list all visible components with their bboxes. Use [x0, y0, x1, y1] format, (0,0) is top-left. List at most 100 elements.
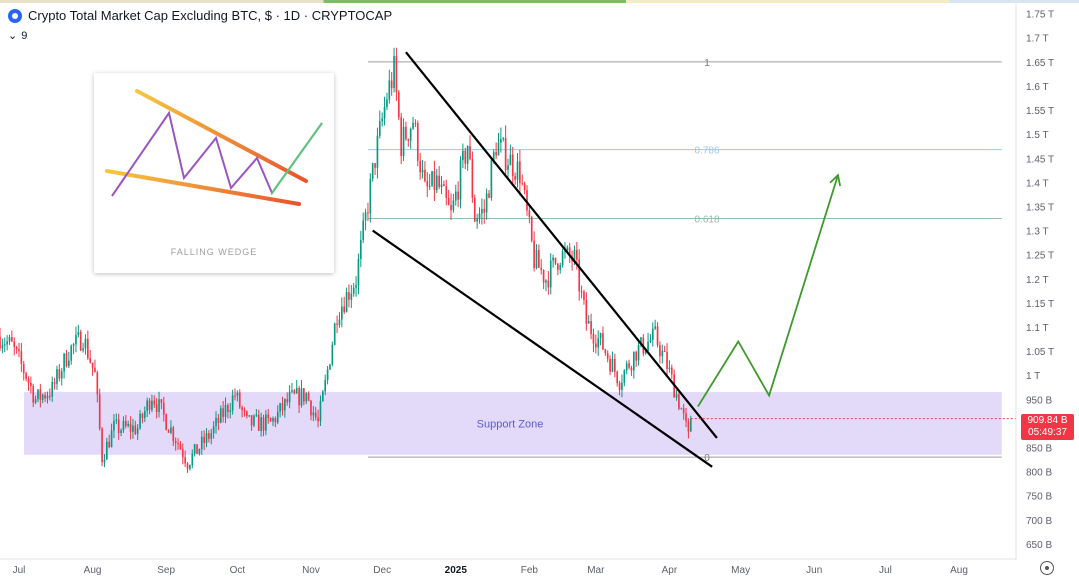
candle-body [390, 80, 393, 89]
candle-body [438, 175, 440, 187]
candle-body [179, 444, 182, 450]
chart-header: Crypto Total Market Cap Excluding BTC, $… [8, 8, 392, 48]
candle-body [153, 400, 156, 405]
candle-body [210, 433, 213, 439]
candle-body [37, 389, 39, 400]
candle-body [533, 240, 535, 269]
candle-body [68, 360, 70, 367]
candle-body [595, 343, 597, 348]
candle-body [630, 367, 633, 371]
candle-body [132, 425, 134, 432]
candle-body [165, 414, 167, 430]
candle-body [279, 403, 281, 412]
candle-body [305, 393, 308, 402]
candle-body [49, 395, 51, 397]
candle-body [632, 351, 635, 371]
candle-body [557, 263, 559, 270]
settings-gear-icon[interactable] [1040, 561, 1054, 575]
candle-body [310, 400, 312, 416]
candle-body [566, 247, 569, 251]
candle-body [609, 358, 611, 372]
candle-body [98, 394, 101, 429]
candle-body [127, 423, 130, 426]
candle-body [651, 328, 654, 340]
candle-body [492, 152, 495, 161]
candle-body [284, 399, 286, 411]
candle-body [682, 408, 685, 414]
candle-body [110, 430, 113, 448]
candle-body [1, 345, 4, 349]
indicators-count: 9 [21, 29, 28, 42]
candle-body [167, 429, 170, 433]
candle-body [547, 280, 550, 288]
price-tick-label: 650 B [1026, 540, 1052, 551]
candle-body [445, 185, 448, 198]
candle-body [79, 332, 82, 351]
candle-body [535, 250, 538, 269]
price-tick-label: 1.05 T [1026, 347, 1054, 358]
candle-body [338, 319, 341, 325]
fib-level-label-1: 0.786 [694, 146, 719, 157]
candle-body [654, 326, 657, 329]
candle-body [53, 382, 56, 384]
candle-body [298, 387, 300, 406]
candle-body [530, 216, 533, 241]
chevron-down-icon: ⌄ [8, 30, 18, 42]
candle-body [611, 358, 614, 372]
candle-body [91, 362, 94, 368]
candle-body [257, 414, 260, 431]
candle-body [637, 345, 640, 361]
candle-body [160, 399, 163, 403]
indicators-toggle[interactable]: ⌄ 9 [8, 29, 392, 43]
candle-body [18, 348, 20, 352]
price-tick-label: 1.5 T [1026, 130, 1049, 141]
candle-body [134, 425, 137, 435]
candle-body [606, 353, 609, 359]
candle-body [94, 367, 96, 373]
symbol-title-row[interactable]: Crypto Total Market Cap Excluding BTC, $… [8, 8, 392, 23]
candle-body [578, 259, 581, 292]
support-zone-label: Support Zone [477, 418, 544, 430]
candle-body [115, 419, 118, 421]
candle-body [680, 408, 683, 410]
candle-body [454, 191, 457, 201]
candle-body [177, 443, 179, 445]
candle-body [172, 427, 175, 441]
candle-body [378, 121, 381, 136]
candle-body [77, 332, 80, 335]
candle-body [597, 338, 600, 348]
candle-body [599, 333, 602, 339]
time-tick-label: Jul [13, 565, 26, 576]
candle-body [141, 413, 144, 419]
bar-countdown: 05:49:37 [1028, 427, 1067, 438]
candle-body [333, 323, 336, 345]
candle-body [236, 392, 239, 396]
candle-body [196, 444, 198, 454]
candle-body [549, 260, 552, 288]
candle-body [635, 351, 638, 361]
candle-body [136, 428, 139, 435]
time-tick-label: Jun [806, 565, 822, 576]
candle-body [416, 123, 419, 161]
candle-body [217, 417, 220, 423]
candle-body [293, 390, 296, 394]
candle-body [27, 378, 30, 383]
time-tick-label: Oct [230, 565, 246, 576]
candle-body [590, 321, 592, 334]
candle-body [602, 333, 604, 350]
candle-body [58, 369, 61, 379]
candle-body [51, 382, 54, 397]
candle-body [552, 257, 554, 261]
time-tick-label: Nov [302, 565, 320, 576]
candle-body [20, 351, 23, 364]
candle-body [640, 337, 642, 346]
candle-body [326, 369, 329, 381]
candle-body [129, 423, 132, 432]
candle-body [440, 184, 443, 187]
time-tick-label: Dec [373, 565, 391, 576]
candle-body [381, 118, 384, 122]
candle-body [238, 392, 241, 408]
candle-body [265, 414, 267, 431]
price-tick-label: 1 T [1026, 371, 1040, 382]
